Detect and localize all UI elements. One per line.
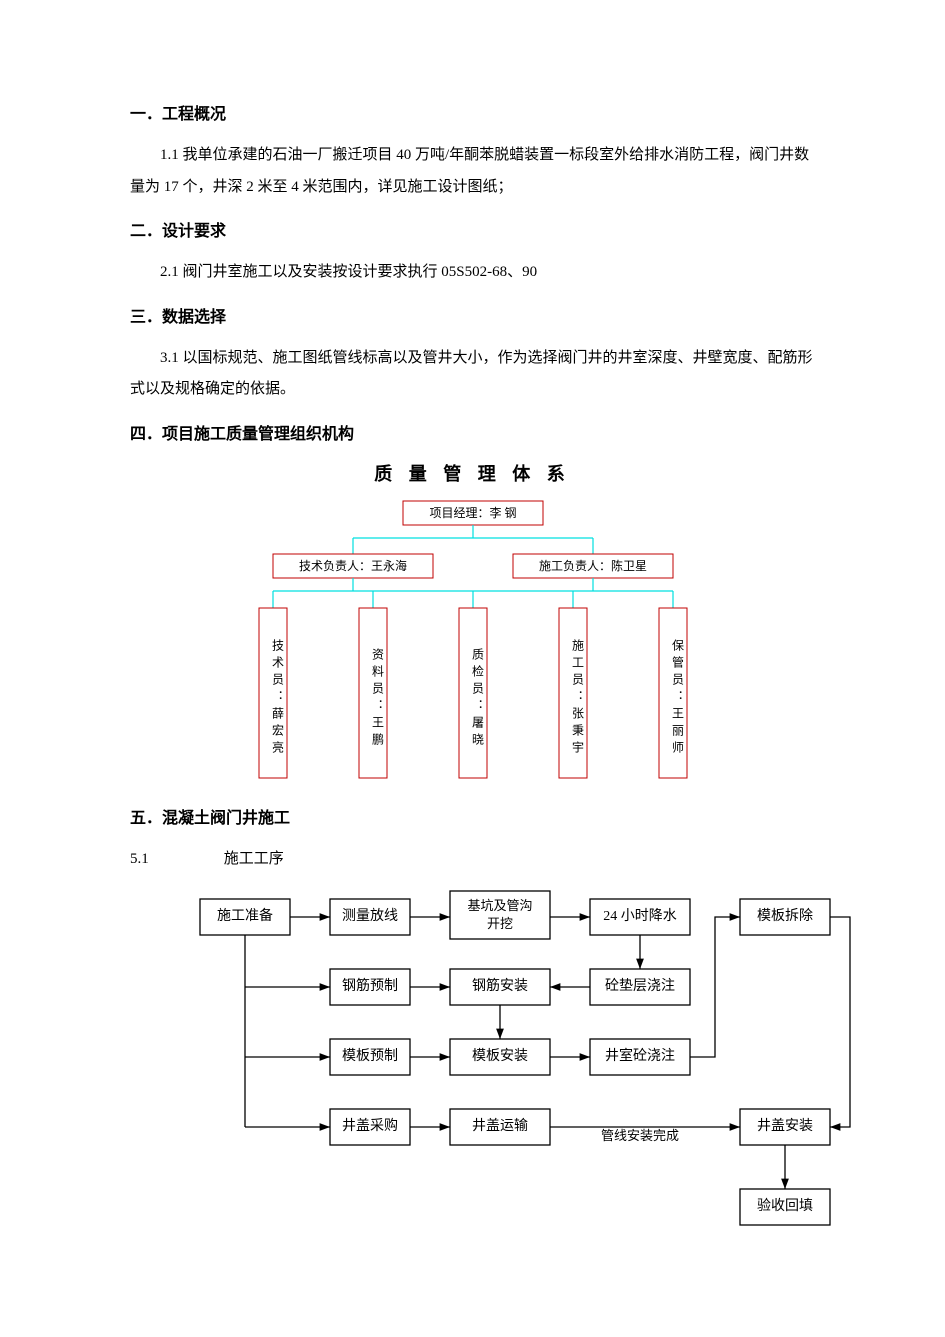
flow-n1: 施工准备 xyxy=(217,907,273,924)
flow-n13: 井盖运输 xyxy=(472,1118,528,1134)
process-flowchart: 施工准备 测量放线 基坑及管沟 开挖 24 小时降水 模板拆除 钢筋预制 钢筋安… xyxy=(170,889,870,1244)
flowchart-svg: 施工准备 测量放线 基坑及管沟 开挖 24 小时降水 模板拆除 钢筋预制 钢筋安… xyxy=(170,889,870,1239)
flow-n12: 井盖采购 xyxy=(342,1118,398,1134)
org-mid-0: 技术负责人：王永海 xyxy=(298,558,406,573)
flow-annotation: 管线安装完成 xyxy=(601,1128,679,1143)
flow-n5: 模板拆除 xyxy=(757,908,813,924)
flow-n15: 验收回填 xyxy=(757,1198,813,1214)
flow-n2: 测量放线 xyxy=(342,908,398,924)
section-5-sub-text: 施工工序 xyxy=(224,851,284,867)
flow-n3a: 基坑及管沟 xyxy=(467,898,532,913)
section-2-heading: 二．设计要求 xyxy=(130,217,815,241)
section-3-para: 3.1 以国标规范、施工图纸管线标高以及管井大小，作为选择阀门井的井室深度、井壁… xyxy=(130,343,815,406)
org-chart-svg: 项目经理：李 钢 技术负责人：王永海 施工负责人：陈卫星 xyxy=(233,496,713,786)
section-5-sub-num: 5.1 xyxy=(130,844,220,876)
flow-n8: 砼垫层浇注 xyxy=(605,978,675,994)
org-chart-title: 质 量 管 理 体 系 xyxy=(233,460,713,486)
section-2-para: 2.1 阀门井室施工以及安装按设计要求执行 05S502-68、90 xyxy=(130,257,815,289)
flow-n10: 模板安装 xyxy=(472,1048,528,1064)
org-top-label: 项目经理：李 钢 xyxy=(429,505,516,520)
flow-n6: 钢筋预制 xyxy=(342,977,398,994)
flow-n4: 24 小时降水 xyxy=(603,908,677,924)
org-mid-1: 施工负责人：陈卫星 xyxy=(538,558,646,573)
section-5-heading: 五．混凝土阀门井施工 xyxy=(130,804,815,828)
section-5-sub: 5.1 施工工序 xyxy=(130,844,815,876)
section-3-heading: 三．数据选择 xyxy=(130,303,815,327)
section-1-heading: 一．工程概况 xyxy=(130,100,815,124)
flow-n14: 井盖安装 xyxy=(757,1118,813,1134)
org-chart: 质 量 管 理 体 系 项目经理：李 钢 技术负责人：王永海 施工负责人：陈卫星 xyxy=(233,460,713,786)
flow-n3b: 开挖 xyxy=(487,916,513,931)
flow-n11: 井室砼浇注 xyxy=(605,1047,675,1064)
flow-n9: 模板预制 xyxy=(342,1048,398,1064)
flow-n7: 钢筋安装 xyxy=(472,977,528,994)
section-1-para: 1.1 我单位承建的石油一厂搬迁项目 40 万吨/年酮苯脱蜡装置一标段室外给排水… xyxy=(130,140,815,203)
section-4-heading: 四．项目施工质量管理组织机构 xyxy=(130,420,815,444)
